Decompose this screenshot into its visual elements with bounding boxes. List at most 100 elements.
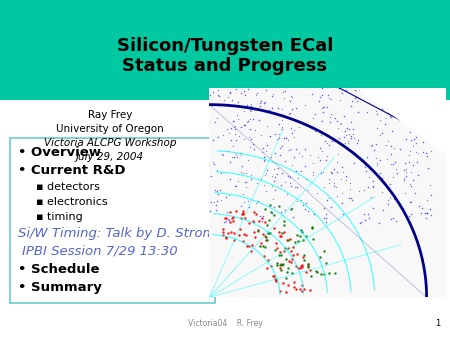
Point <box>216 93 223 99</box>
Text: Status and Progress: Status and Progress <box>122 57 328 75</box>
Point <box>293 287 300 292</box>
Text: July 29, 2004: July 29, 2004 <box>76 152 144 162</box>
Point <box>248 101 255 106</box>
Point <box>233 87 240 92</box>
Point <box>299 265 306 270</box>
Point <box>278 117 285 123</box>
Point <box>227 137 234 142</box>
Point <box>373 97 380 102</box>
Point <box>275 135 283 140</box>
Point <box>277 289 284 294</box>
Point <box>243 232 250 238</box>
Point <box>263 171 270 176</box>
Point <box>414 150 422 155</box>
Point <box>273 277 280 282</box>
Point <box>226 159 234 165</box>
Point <box>290 244 297 250</box>
Point <box>385 197 392 202</box>
Point <box>250 230 257 235</box>
Point <box>265 257 272 263</box>
Text: Victoria ALCPG Workshop: Victoria ALCPG Workshop <box>44 138 176 148</box>
Point <box>350 131 357 137</box>
Point <box>417 132 424 137</box>
Point <box>270 273 278 279</box>
Point <box>271 187 278 193</box>
Point <box>242 179 249 185</box>
Point <box>390 197 397 202</box>
Point <box>271 131 279 137</box>
Point <box>317 170 324 176</box>
Point <box>336 97 343 102</box>
Point <box>407 111 414 116</box>
Point <box>414 173 421 178</box>
Point <box>250 209 257 215</box>
Point <box>253 180 260 185</box>
Point <box>264 167 271 172</box>
Point <box>245 134 252 139</box>
Point <box>408 199 415 204</box>
Text: • Summary: • Summary <box>18 281 102 294</box>
Point <box>284 269 291 275</box>
Point <box>405 119 412 125</box>
Point <box>301 102 308 107</box>
Point <box>318 271 325 276</box>
Point <box>374 162 381 167</box>
Point <box>274 262 281 268</box>
Point <box>408 184 415 189</box>
Point <box>234 116 242 121</box>
Point <box>393 170 400 176</box>
Point <box>229 97 236 103</box>
Point <box>223 234 230 240</box>
Point <box>239 238 247 243</box>
Point <box>338 176 345 182</box>
Point <box>360 187 368 193</box>
Point <box>377 118 384 123</box>
Point <box>342 140 349 145</box>
Point <box>383 143 390 148</box>
Point <box>288 94 296 100</box>
Point <box>259 218 266 223</box>
Point <box>355 87 362 92</box>
Point <box>395 198 402 203</box>
Point <box>215 87 222 92</box>
Point <box>262 234 269 239</box>
Point <box>366 174 373 180</box>
Point <box>293 263 300 269</box>
Point <box>261 183 268 188</box>
Point <box>423 215 430 220</box>
Point <box>213 207 220 213</box>
Point <box>423 211 431 216</box>
Point <box>348 98 356 104</box>
Point <box>309 172 316 177</box>
Point <box>320 248 328 254</box>
Point <box>411 190 418 196</box>
Point <box>219 233 226 238</box>
Point <box>328 97 335 102</box>
Point <box>315 98 323 103</box>
Point <box>209 89 216 95</box>
Point <box>299 229 306 234</box>
Point <box>249 117 256 122</box>
Point <box>271 174 279 179</box>
Point <box>392 159 399 164</box>
Point <box>295 124 302 130</box>
Point <box>308 91 315 97</box>
Point <box>302 177 310 182</box>
Point <box>310 169 317 174</box>
Point <box>236 133 243 139</box>
Point <box>402 166 410 172</box>
Point <box>220 226 227 232</box>
Point <box>282 158 289 164</box>
Point <box>369 142 376 147</box>
Point <box>219 151 226 156</box>
Point <box>296 150 303 156</box>
Point <box>347 104 355 109</box>
Point <box>270 111 277 116</box>
Point <box>278 234 285 239</box>
Point <box>289 252 297 258</box>
Point <box>234 178 242 184</box>
Point <box>330 183 338 189</box>
Point <box>355 110 362 115</box>
Point <box>339 170 346 175</box>
Point <box>263 222 270 227</box>
